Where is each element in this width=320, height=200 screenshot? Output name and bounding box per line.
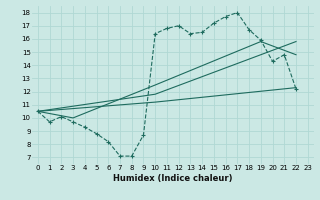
X-axis label: Humidex (Indice chaleur): Humidex (Indice chaleur) bbox=[113, 174, 233, 183]
